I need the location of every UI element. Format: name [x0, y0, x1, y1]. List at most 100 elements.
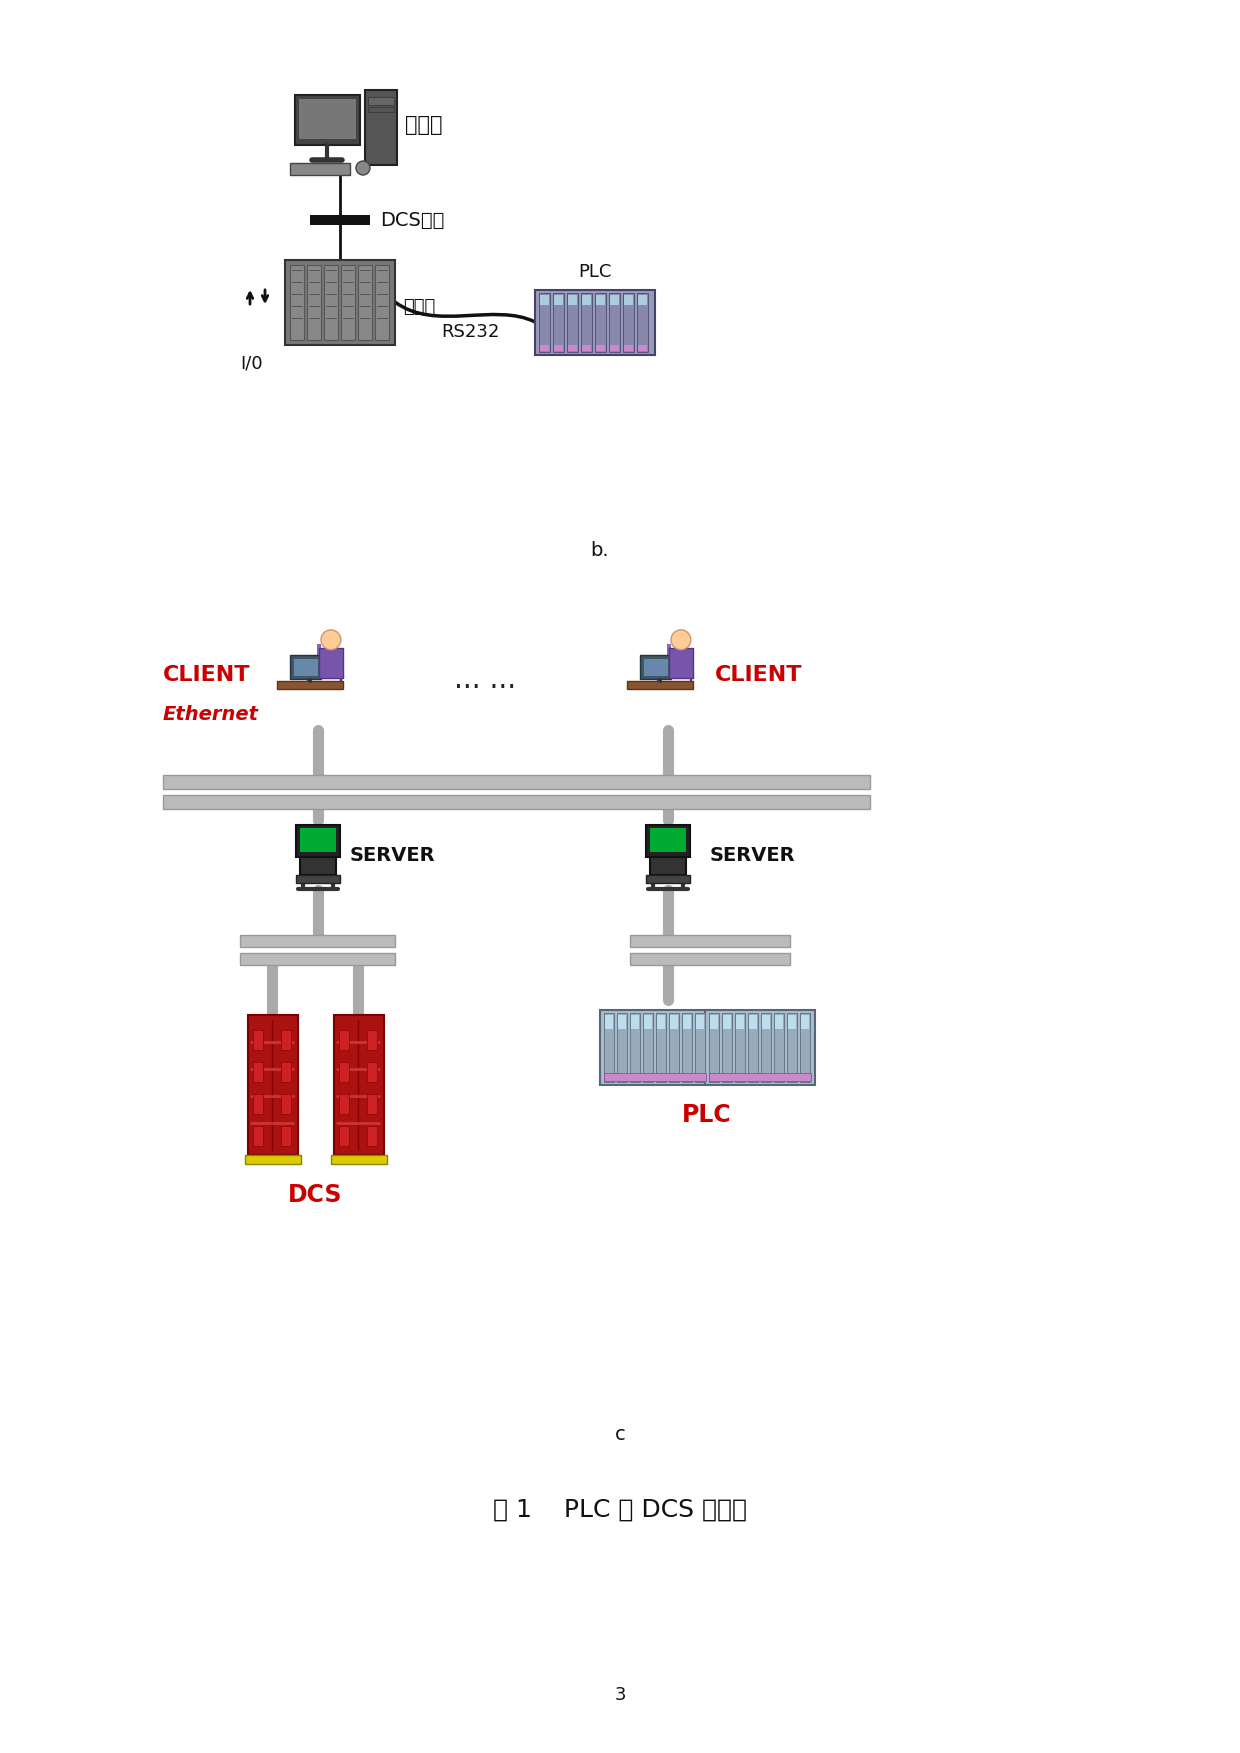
Bar [596, 345, 605, 351]
Bar [553, 293, 564, 352]
Bar [296, 826, 340, 857]
Bar [622, 293, 634, 352]
Bar [640, 656, 671, 680]
Bar [316, 643, 321, 671]
Bar [655, 670, 693, 678]
Bar [300, 857, 336, 875]
Bar [639, 345, 647, 351]
Text: RS232: RS232 [440, 323, 500, 342]
Bar [761, 1013, 771, 1082]
Bar [248, 1015, 298, 1155]
Bar [646, 875, 689, 884]
Bar [644, 1013, 653, 1082]
Bar [358, 265, 372, 340]
Bar [670, 1013, 680, 1082]
Bar [723, 1015, 732, 1029]
Bar [162, 796, 870, 808]
Text: ... ...: ... ... [454, 666, 516, 694]
Bar [610, 345, 619, 351]
Text: 图 1    PLC 与 DCS 的连接: 图 1 PLC 与 DCS 的连接 [494, 1499, 746, 1522]
Text: SERVER: SERVER [350, 845, 435, 864]
Bar [656, 1013, 666, 1082]
Bar [668, 647, 693, 678]
Bar [711, 1015, 718, 1029]
Bar [253, 1125, 263, 1146]
Bar [241, 954, 396, 964]
Bar [534, 289, 655, 356]
Bar [367, 1031, 377, 1050]
Bar [539, 345, 549, 351]
Text: 操作站: 操作站 [405, 116, 443, 135]
Bar [334, 1015, 383, 1155]
Bar [368, 107, 394, 112]
Bar [637, 293, 649, 352]
Bar [595, 293, 606, 352]
Bar [600, 1010, 711, 1085]
Bar [683, 1015, 691, 1029]
Bar [630, 954, 790, 964]
Bar [657, 1015, 665, 1029]
Bar [709, 1073, 811, 1082]
Bar [763, 1015, 770, 1029]
Bar [748, 1013, 758, 1082]
Text: PLC: PLC [682, 1103, 732, 1127]
Bar [582, 293, 591, 352]
Bar [290, 163, 350, 175]
Bar [368, 96, 394, 105]
Bar [339, 1094, 348, 1113]
Bar [339, 1125, 348, 1146]
Bar [618, 1015, 626, 1029]
Text: DCS网络: DCS网络 [379, 210, 444, 230]
Bar [253, 1031, 263, 1050]
Bar [310, 216, 370, 224]
Circle shape [671, 629, 691, 650]
Bar [162, 775, 870, 789]
Bar [339, 1031, 348, 1050]
Bar [774, 1013, 784, 1082]
Bar [787, 1015, 796, 1029]
Bar [568, 295, 577, 305]
Bar [253, 1094, 263, 1113]
Text: SERVER: SERVER [711, 845, 796, 864]
Bar [722, 1013, 732, 1082]
Bar [331, 1155, 387, 1164]
Bar [605, 1015, 613, 1029]
Bar [670, 1015, 678, 1029]
Bar [299, 98, 356, 138]
Bar [367, 1125, 377, 1146]
Bar [253, 1062, 263, 1082]
Bar [630, 1013, 640, 1082]
Bar [285, 259, 396, 345]
Text: 控制器: 控制器 [403, 298, 435, 316]
Bar [554, 345, 563, 351]
Bar [801, 1015, 808, 1029]
Text: Ethernet: Ethernet [162, 705, 259, 724]
Bar [319, 647, 343, 678]
Bar [644, 1015, 652, 1029]
Bar [281, 1094, 291, 1113]
Text: I/0: I/0 [241, 354, 263, 372]
Bar [709, 1013, 719, 1082]
Bar [365, 89, 397, 165]
Bar [539, 293, 551, 352]
Bar [609, 293, 620, 352]
Bar [241, 934, 396, 947]
Bar [706, 1010, 815, 1085]
Bar [667, 643, 671, 671]
Bar [800, 1013, 810, 1082]
Bar [367, 1062, 377, 1082]
Bar [596, 295, 605, 305]
Bar [618, 1013, 627, 1082]
Bar [290, 656, 321, 680]
Bar [300, 827, 336, 852]
Bar [646, 826, 689, 857]
Bar [582, 295, 591, 305]
Circle shape [321, 629, 341, 650]
Bar [308, 265, 321, 340]
Bar [775, 1015, 782, 1029]
Bar [650, 857, 686, 875]
Bar [627, 680, 693, 689]
Bar [277, 680, 343, 689]
Bar [630, 934, 790, 947]
Bar [341, 265, 355, 340]
